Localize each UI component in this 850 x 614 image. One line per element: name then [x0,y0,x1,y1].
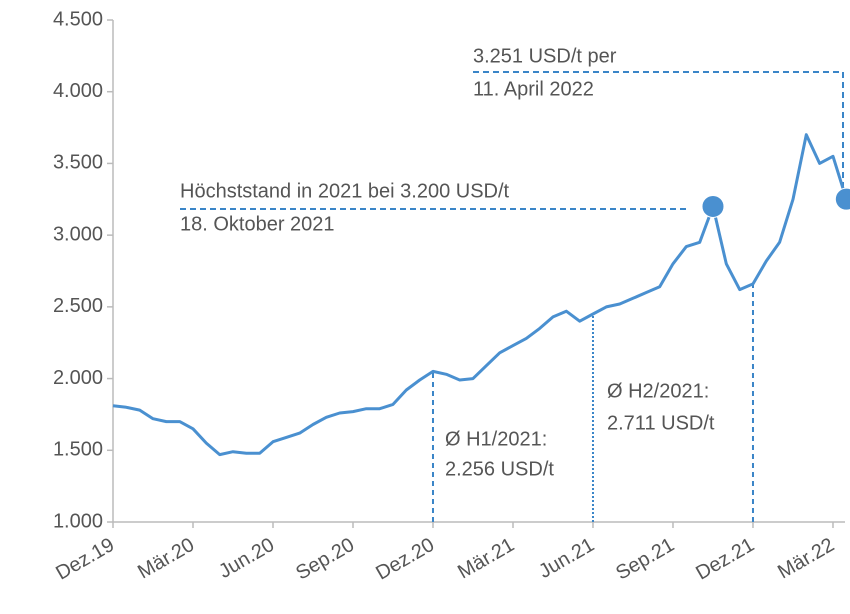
y-tick-label: 2.000 [53,367,103,389]
y-tick-label: 1.500 [53,439,103,461]
x-tick-label: Dez.20 [372,534,438,585]
y-tick-label: 4.500 [53,8,103,30]
y-tick-label: 3.000 [53,223,103,245]
annotation: 2.256 USD/t [445,458,554,480]
highlight-point [701,194,725,218]
annotation: 3.251 USD/t per [473,45,617,67]
annotation: Ø H2/2021: [607,380,709,402]
annotation: Ø H1/2021: [445,428,547,450]
highlight-point [834,187,850,211]
y-tick-label: 1.000 [53,510,103,532]
annotation: 2.711 USD/t [607,412,715,434]
price-line [112,133,848,457]
x-tick-label: Sep.21 [612,534,678,585]
annotation: Höchststand in 2021 bei 3.200 USD/t [180,180,510,202]
x-tick-label: Mär.22 [774,534,838,584]
y-tick-label: 4.000 [53,80,103,102]
x-tick-label: Dez.19 [52,534,118,585]
x-tick-label: Jun.21 [535,534,598,583]
y-tick-label: 2.500 [53,295,103,317]
y-tick-label: 3.500 [53,152,103,174]
x-tick-label: Jun.20 [215,534,278,583]
annotation: 18. Oktober 2021 [180,213,335,235]
x-tick-label: Dez.21 [692,534,758,585]
x-tick-label: Sep.20 [292,534,358,585]
x-tick-label: Mär.21 [454,534,518,584]
x-tick-label: Mär.20 [134,534,198,584]
annotation: 11. April 2022 [473,78,594,100]
